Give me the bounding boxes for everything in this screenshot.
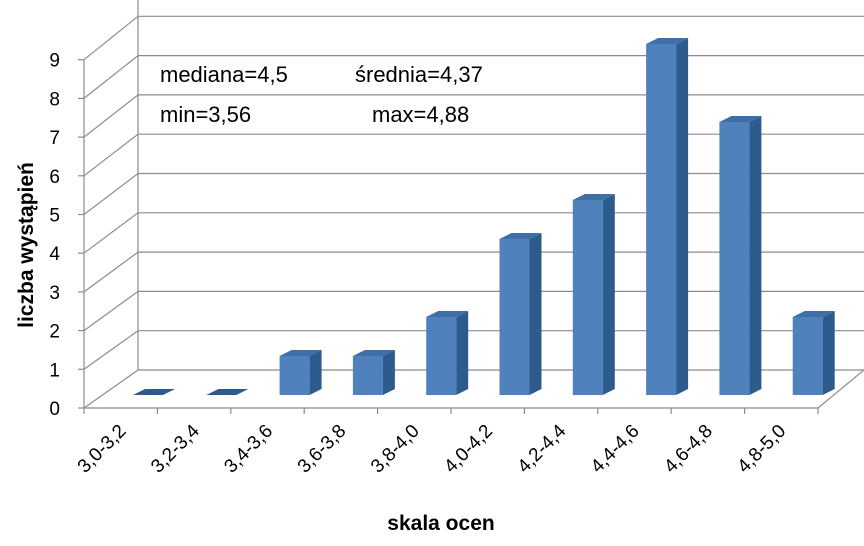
- x-axis-title: skala ocen: [387, 512, 494, 535]
- bar-top: [426, 311, 469, 317]
- bar-side: [822, 311, 835, 395]
- gridline-side: [83, 133, 139, 177]
- bar-side: [529, 233, 542, 395]
- floor-right-edge: [817, 369, 864, 409]
- x-tick-label: 4,0-4,2: [440, 421, 497, 478]
- bar: [792, 311, 835, 395]
- bar: [499, 233, 542, 395]
- bar: [279, 350, 322, 395]
- bar-side: [456, 311, 469, 395]
- bar: [646, 38, 689, 395]
- gridline-side: [83, 55, 139, 99]
- bar-front: [279, 356, 310, 395]
- y-tick-label: 9: [49, 51, 60, 72]
- bar-top: [646, 38, 689, 44]
- gridline-side: [83, 15, 139, 61]
- bar-top: [719, 116, 762, 122]
- bar-side: [749, 116, 762, 395]
- annotation-min: min=3,56: [160, 102, 251, 127]
- gridline-side: [83, 94, 139, 138]
- bar-side: [602, 194, 615, 395]
- gridline-side: [83, 369, 139, 409]
- x-tick-label: 3,4-3,6: [220, 421, 277, 478]
- bar: [206, 389, 249, 395]
- gridline-side: [83, 212, 139, 254]
- y-tick-label: 0: [49, 399, 60, 420]
- gridline-side: [83, 290, 139, 332]
- annotation-mean: średnia=4,37: [355, 62, 483, 87]
- y-tick-labels: 0 1 2 3 4 5 6 7 8 9: [49, 51, 60, 420]
- bar-top: [352, 350, 395, 356]
- x-tick-label: 4,6-4,8: [660, 421, 717, 478]
- bar-side: [382, 350, 395, 395]
- x-tick-label: 3,8-4,0: [367, 421, 424, 478]
- gridline-side: [83, 330, 139, 370]
- bar-front: [572, 200, 603, 395]
- gridline-side: [83, 173, 139, 215]
- y-tick-label: 7: [49, 128, 60, 149]
- x-tick-label: 4,8-5,0: [734, 421, 791, 478]
- y-axis-title: liczba wystąpień: [15, 162, 38, 328]
- x-tick-label: 3,0-3,2: [74, 421, 131, 478]
- y-tick-label: 3: [49, 283, 60, 304]
- bar-side: [676, 38, 689, 395]
- bar: [426, 311, 469, 395]
- x-tick-label: 3,6-3,8: [294, 421, 351, 478]
- x-tick-label: 4,4-4,6: [587, 421, 644, 478]
- bar: [719, 116, 762, 395]
- y-tick-label: 8: [49, 89, 60, 110]
- bar-top: [206, 389, 249, 395]
- x-tick-label: 4,2-4,4: [514, 420, 571, 477]
- x-tick-label: 3,2-3,4: [147, 420, 204, 477]
- bar-front: [352, 356, 383, 395]
- y-tick-label: 1: [49, 360, 60, 381]
- annotation-max: max=4,88: [372, 102, 469, 127]
- bar: [352, 350, 395, 395]
- bar: [133, 389, 175, 395]
- y-tick-label: 5: [49, 206, 60, 227]
- y-tick-label: 2: [49, 322, 60, 343]
- bar-front: [792, 317, 823, 395]
- bar-top: [279, 350, 322, 356]
- x-tick-labels: 3,0-3,2 3,2-3,4 3,4-3,6 3,6-3,8 3,8-4,0 4,0-4…: [74, 420, 790, 477]
- y-tick-label: 6: [49, 167, 60, 188]
- bar-front: [719, 122, 750, 395]
- bar-top: [572, 194, 615, 200]
- bar-top: [133, 389, 175, 395]
- bar-front: [426, 317, 457, 395]
- bar-front: [499, 239, 530, 395]
- bars: [133, 38, 835, 395]
- bar: [572, 194, 615, 395]
- bar-top: [499, 233, 542, 239]
- bar-side: [309, 350, 322, 395]
- annotation-median: mediana=4,5: [160, 62, 288, 87]
- y-tick-label: 4: [49, 244, 60, 265]
- gridline-side: [83, 251, 139, 293]
- bar-top: [792, 311, 835, 317]
- bar-front: [646, 44, 677, 395]
